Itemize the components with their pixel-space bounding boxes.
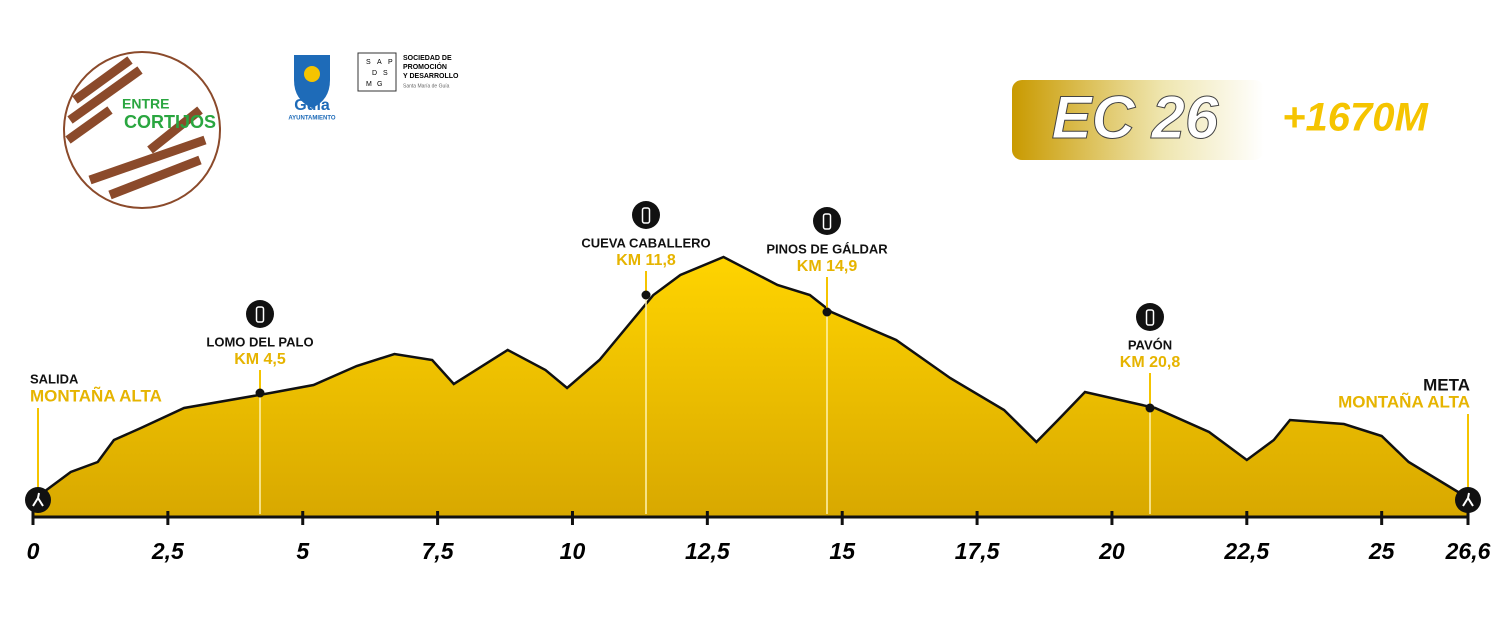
- waypoint-km: MONTAÑA ALTA: [1338, 391, 1470, 411]
- x-tick-label: 25: [1368, 538, 1396, 564]
- society-sub: Santa María de Guía: [403, 83, 450, 89]
- waypoint-name: SALIDA: [30, 371, 79, 386]
- waypoint-name: LOMO DEL PALO: [206, 334, 313, 349]
- society: PROMOCIÓN: [403, 62, 447, 71]
- letter: M: [366, 81, 372, 88]
- bottle-icon: [632, 201, 660, 229]
- waypoint-dot: [822, 307, 832, 317]
- x-tick-label: 0: [27, 538, 40, 564]
- x-tick-label: 20: [1098, 538, 1125, 564]
- bottle-icon: [1145, 309, 1155, 326]
- letter: P: [388, 59, 393, 66]
- bottle-icon: [822, 213, 832, 230]
- letter: S: [366, 59, 371, 66]
- town-sub: AYUNTAMIENTO: [288, 116, 336, 122]
- finish-icon: [1462, 492, 1474, 507]
- waypoint-km: MONTAÑA ALTA: [30, 385, 162, 405]
- waypoint-km: KM 14,9: [797, 258, 858, 275]
- x-tick-label: 12,5: [685, 538, 731, 564]
- profile-area: [33, 257, 1468, 517]
- start-icon: [25, 487, 51, 513]
- waypoint-name: META: [1423, 375, 1470, 394]
- waypoint-name: CUEVA CABALLERO: [581, 235, 710, 250]
- logo-guia: Guía AYUNTAMIENTO: [288, 55, 336, 122]
- start-icon: [32, 492, 44, 507]
- waypoint-name: PAVÓN: [1128, 337, 1172, 352]
- waypoint-km: KM 4,5: [234, 351, 286, 368]
- bottle-icon: [246, 300, 274, 328]
- logo-text: ENTRE: [122, 96, 169, 112]
- waypoint-name: PINOS DE GÁLDAR: [766, 241, 888, 256]
- x-tick-label: 17,5: [955, 538, 1001, 564]
- x-tick-label: 26,6: [1445, 538, 1491, 564]
- bottle-icon: [813, 207, 841, 235]
- bottle-icon: [255, 306, 265, 323]
- x-tick-label: 22,5: [1223, 538, 1270, 564]
- letter: G: [377, 81, 382, 88]
- letter: A: [377, 59, 382, 66]
- x-tick-label: 2,5: [151, 538, 185, 564]
- waypoint-dot: [1145, 403, 1155, 413]
- profile-line: [32, 255, 1469, 502]
- waypoint-km: KM 11,8: [616, 252, 676, 269]
- finish-icon: [1455, 487, 1481, 513]
- society: SOCIEDAD DE: [403, 55, 452, 62]
- x-tick-label: 5: [296, 538, 310, 564]
- badge: [1012, 80, 1264, 160]
- logo-entre-cortijos: ENTRE CORTIJOS: [63, 51, 221, 209]
- town: Guía: [294, 97, 330, 114]
- x-tick-label: 15: [829, 538, 856, 564]
- x-tick-label: 7,5: [422, 538, 455, 564]
- logo-text: CORTIJOS: [124, 112, 216, 132]
- society: Y DESARROLLO: [403, 73, 459, 80]
- waypoint-dot: [255, 388, 265, 398]
- badge-text: EC 26: [1052, 84, 1219, 151]
- x-tick-label: 10: [560, 538, 586, 564]
- bottle-icon: [1136, 303, 1164, 331]
- letter: D: [372, 70, 377, 77]
- gain: +1670M: [1282, 96, 1429, 140]
- bottle-icon: [641, 207, 651, 224]
- logo-sapdsmg: S A P D S M G SOCIEDAD DE PROMOCIÓN Y DE…: [357, 52, 459, 92]
- waypoint-dot: [641, 290, 651, 300]
- letter: S: [383, 70, 388, 77]
- waypoint-km: KM 20,8: [1120, 354, 1181, 371]
